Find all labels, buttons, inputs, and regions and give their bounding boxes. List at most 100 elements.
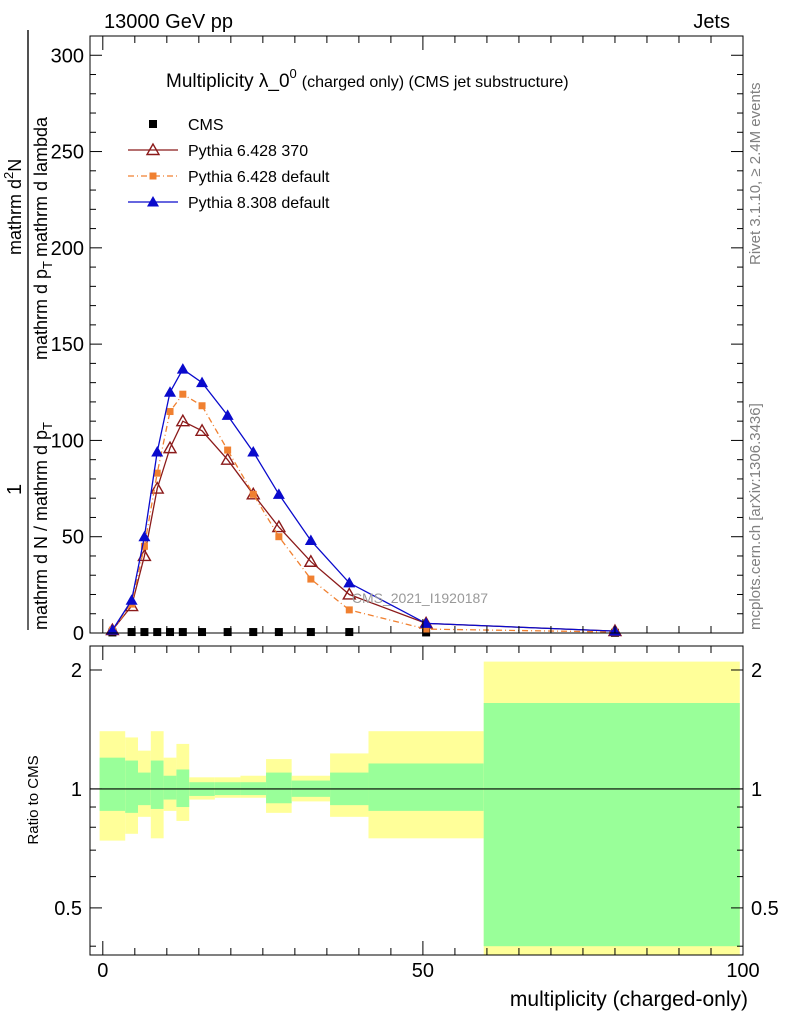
mcplots-label: mcplots.cern.ch [arXiv:1306.3436]	[747, 403, 764, 630]
series-1-point-9	[271, 519, 287, 533]
series-3-point-10	[304, 534, 317, 546]
series-0-point-4	[166, 628, 175, 637]
ylabel-one: 1	[4, 484, 26, 495]
chart-title: Multiplicity λ_00 (charged only) (CMS jet…	[166, 66, 569, 92]
series-0-point-7	[223, 628, 232, 637]
series-0-point-10	[306, 628, 315, 637]
series-1-point-3	[150, 481, 165, 494]
ratio-ytick-label-right-2: 2	[751, 660, 762, 682]
ratio-band-inner-12	[368, 763, 484, 811]
legend-label-0: CMS	[188, 117, 224, 134]
series-2-point-12	[422, 625, 430, 633]
ylabel-num-b: N	[5, 159, 25, 172]
series-0-point-5	[178, 628, 187, 637]
series-line-3	[111, 368, 616, 632]
series-2-point-5	[179, 390, 187, 398]
series-2-point-10	[307, 575, 315, 583]
series-3-point-0	[106, 624, 119, 635]
ylabel-den-b: mathrm d p	[31, 269, 51, 360]
analysis-watermark: CMS_2021_I1920187	[352, 590, 488, 606]
legend-marker-2	[149, 172, 157, 180]
series-3-point-1	[125, 594, 138, 605]
ratio-band-inner-4	[163, 775, 177, 800]
ratio-band-inner-9	[266, 772, 292, 804]
header-left: 13000 GeV pp	[104, 11, 233, 33]
series-3-point-7	[221, 409, 234, 420]
series-0-point-9	[274, 628, 283, 637]
axes: 0 50 100 150 200 250 300 0 50 100 0.5 0.5 1 1 2 2	[51, 35, 779, 982]
legend-marker-3	[147, 196, 159, 207]
main-ytick-label-1: 50	[62, 527, 84, 549]
main-ytick-label-0: 0	[73, 623, 84, 645]
ylabel-num-right: mathrm d2N	[1, 159, 25, 255]
series-3-point-3	[151, 445, 164, 457]
series-3-point-11	[343, 576, 356, 588]
ratio-xtick-label-2: 100	[726, 960, 759, 982]
ratio-ytick-label-right-1: 1	[751, 779, 762, 801]
main-ytick-label-6: 300	[51, 45, 84, 67]
ylabel-den-c: mathrm d lambda	[31, 116, 51, 257]
series-2-point-9	[275, 533, 283, 541]
main-frame	[89, 35, 744, 634]
series-3-point-2	[138, 530, 151, 542]
ratio-xtick-label-1: 50	[412, 960, 434, 982]
ratio-ytick-label-left-1: 1	[71, 779, 82, 801]
series-3-point-5	[176, 363, 189, 374]
ratio-ytick-label-left-2: 2	[71, 660, 82, 682]
ratio-band-inner-5	[176, 769, 190, 808]
series-2-point-7	[224, 446, 232, 454]
ylabel-sup: 2	[1, 172, 16, 179]
legend-marker-0	[149, 120, 157, 128]
ylabel-den-left: mathrm d N / mathrm d pT	[31, 422, 55, 630]
legend-label-2: Pythia 6.428 default	[188, 169, 330, 186]
series-1-point-10	[303, 554, 319, 567]
series-2-point-6	[198, 402, 206, 410]
main-ytick-label-2: 100	[51, 430, 84, 452]
series-0-point-1	[127, 628, 136, 637]
title-main: Multiplicity λ_0	[166, 71, 290, 92]
series-1-point-7	[220, 452, 235, 465]
ratio-ytick-label-right-0: 0.5	[751, 898, 779, 920]
series-1-point-6	[194, 423, 210, 436]
series-0-point-11	[345, 628, 354, 637]
ratio-band-inner-1	[125, 760, 139, 813]
rivet-label: Rivet 3.1.10, ≥ 2.4M events	[747, 83, 764, 266]
series-0-point-2	[140, 628, 149, 637]
ratio-band-inner-3	[150, 760, 164, 809]
title-sup: 0	[290, 66, 297, 81]
series-3-point-8	[247, 445, 260, 457]
ratio-xtick-label-0: 0	[97, 960, 108, 982]
x-axis-label: multiplicity (charged-only)	[510, 988, 748, 1011]
ratio-bands	[90, 661, 743, 955]
ylabel-num-a: mathrm d	[5, 179, 25, 255]
ylabel-sub-b: T	[40, 261, 55, 269]
title-tail: (charged only) (CMS jet substructure)	[302, 74, 569, 91]
series-1-point-5	[175, 413, 191, 427]
series-2-point-8	[249, 490, 257, 498]
legend-label-1: Pythia 6.428 370	[188, 143, 308, 160]
series-0-point-8	[249, 628, 258, 637]
series-2-point-2	[140, 542, 148, 550]
series-1-point-11	[342, 587, 357, 600]
main-series	[105, 363, 623, 637]
legend: CMS Pythia 6.428 370 Pythia 6.428 default P…	[128, 117, 330, 212]
ratio-band-inner-0	[99, 757, 126, 811]
legend-marker-1	[145, 142, 161, 156]
ratio-frame	[89, 645, 744, 956]
series-3-point-12	[420, 617, 433, 628]
series-3-point-6	[196, 376, 209, 388]
series-1-point-2	[137, 548, 152, 562]
series-2-point-4	[166, 408, 174, 416]
main-ytick-label-3: 150	[51, 334, 84, 356]
y-axis-label-main: 1 mathrm d N / mathrm d pT mathrm d2N ma…	[1, 30, 55, 630]
series-0-point-3	[153, 628, 162, 637]
series-3-point-9	[272, 488, 285, 499]
ratio-ytick-label-left-0: 0.5	[54, 898, 82, 920]
series-0-point-6	[198, 628, 207, 637]
ratio-ylabel: Ratio to CMS	[25, 755, 42, 844]
ylabel-sub-a: T	[40, 422, 55, 430]
ylabel-den-a: mathrm d N / mathrm d p	[31, 430, 51, 630]
series-2-point-3	[153, 469, 161, 477]
series-0	[108, 628, 619, 637]
main-ytick-label-4: 200	[51, 238, 84, 260]
